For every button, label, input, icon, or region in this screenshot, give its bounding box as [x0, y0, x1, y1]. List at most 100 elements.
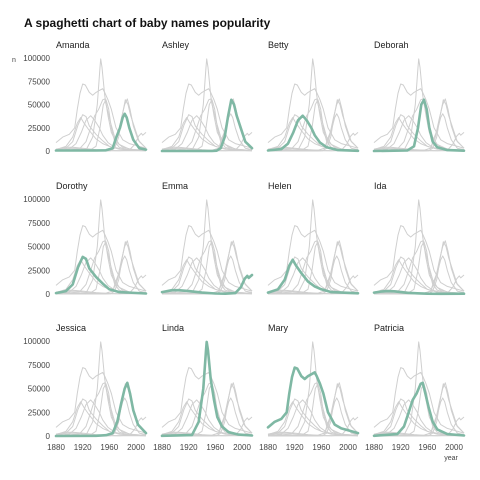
highlight-line-ida — [372, 289, 466, 296]
x-axis-title: year — [444, 455, 458, 462]
panel-helen: Helen — [266, 181, 360, 295]
facet-label-helen: Helen — [268, 181, 292, 191]
x-tick-label: 1880 — [153, 443, 171, 452]
x-tick-label: 2000 — [339, 443, 357, 452]
y-tick-label: 0 — [46, 147, 51, 156]
background-line-patricia — [267, 382, 359, 437]
x-tick-label: 1920 — [286, 443, 304, 452]
panel-deborah: Deborah — [372, 40, 466, 153]
facet-label-linda: Linda — [162, 323, 184, 333]
panel-patricia: Patricia 1880 1920 1960 2000 — [365, 323, 466, 452]
y-tick-label: 100000 — [23, 337, 50, 346]
background-line-mary — [373, 83, 465, 149]
highlight-line-jessica — [54, 381, 148, 438]
facet-label-patricia: Patricia — [374, 323, 404, 333]
panel-ashley: Ashley — [160, 40, 254, 153]
x-tick-label: 1960 — [206, 443, 224, 452]
y-tick-label: 25000 — [28, 124, 51, 133]
background-line-helen — [267, 117, 359, 151]
x-tick-label: 2000 — [127, 443, 145, 452]
facet-label-deborah: Deborah — [374, 40, 409, 50]
background-line-mary — [267, 225, 359, 292]
x-tick-label: 1960 — [100, 443, 118, 452]
background-line-deborah — [161, 241, 253, 295]
background-line-patricia — [161, 382, 253, 437]
y-tick-label: 50000 — [28, 101, 51, 110]
background-line-mary — [161, 225, 253, 292]
background-line-deborah — [267, 99, 359, 152]
panel-emma: Emma — [160, 181, 254, 295]
facet-label-amanda: Amanda — [56, 40, 90, 50]
background-line-ashley — [56, 99, 147, 152]
background-line-patricia — [267, 98, 359, 152]
x-tick-label: 1960 — [312, 443, 330, 452]
background-line-linda — [55, 58, 147, 152]
background-line-jessica — [267, 98, 359, 152]
x-tick-label: 1880 — [47, 443, 65, 452]
y-tick-label: 25000 — [28, 266, 51, 275]
background-line-patricia — [55, 98, 147, 152]
facet-label-ida: Ida — [374, 181, 387, 191]
background-line-linda — [267, 58, 359, 152]
background-line-helen — [161, 401, 253, 436]
background-line-helen — [373, 259, 465, 294]
highlight-line-amanda — [54, 112, 148, 152]
background-line-deborah — [267, 241, 359, 295]
background-line-linda — [373, 199, 465, 295]
y-tick-label: 75000 — [28, 219, 51, 228]
background-line-linda — [161, 58, 253, 152]
x-tick-label: 2000 — [233, 443, 251, 452]
panel-jessica: Jessica 0 25000 50000 75000 100000 1880 1920 196… — [23, 323, 148, 452]
facet-label-jessica: Jessica — [56, 323, 86, 333]
background-line-patricia — [161, 240, 253, 295]
y-tick-label: 0 — [46, 432, 51, 441]
highlight-line-dorothy — [54, 255, 148, 295]
panel-betty: Betty — [266, 40, 360, 153]
background-line-mary — [55, 367, 147, 434]
facet-label-mary: Mary — [268, 323, 288, 333]
y-tick-label: 0 — [46, 290, 51, 299]
background-line-deborah — [267, 383, 359, 437]
panel-dorothy: Dorothy 0 25000 50000 75000 100000 — [23, 181, 148, 299]
x-tick-label: 1920 — [74, 443, 92, 452]
background-line-jessica — [161, 382, 253, 437]
x-tick-label: 2000 — [445, 443, 463, 452]
background-line-jessica — [373, 240, 465, 295]
background-line-mary — [267, 83, 359, 149]
facet-label-ashley: Ashley — [162, 40, 190, 50]
background-line-mary — [161, 367, 253, 434]
y-tick-label: 75000 — [28, 361, 51, 370]
background-line-helen — [373, 401, 465, 436]
background-line-jessica — [267, 382, 359, 437]
background-line-deborah — [55, 241, 147, 295]
facet-label-emma: Emma — [162, 181, 188, 191]
y-tick-label: 100000 — [23, 54, 50, 63]
background-line-patricia — [267, 240, 359, 295]
chart-title: A spaghetti chart of baby names populari… — [24, 16, 271, 30]
highlight-line-ashley — [160, 98, 254, 153]
highlight-line-emma — [160, 273, 254, 295]
background-line-helen — [267, 401, 359, 436]
panel-ida: Ida — [372, 181, 466, 296]
highlight-line-linda — [160, 340, 254, 438]
highlight-line-helen — [266, 258, 360, 295]
background-line-jessica — [373, 382, 465, 437]
background-line-mary — [161, 83, 253, 149]
background-line-patricia — [55, 382, 147, 437]
background-line-deborah — [55, 383, 147, 437]
panel-linda: Linda 1880 1920 1960 2000 — [153, 323, 254, 452]
highlight-line-mary — [266, 366, 360, 435]
y-tick-label: 75000 — [28, 77, 51, 86]
background-line-jessica — [55, 240, 147, 295]
y-tick-label: 100000 — [23, 195, 50, 204]
panel-mary: Mary 1880 1920 1960 2000 — [259, 323, 360, 452]
background-line-deborah — [373, 383, 465, 437]
x-tick-label: 1960 — [418, 443, 436, 452]
highlight-line-betty — [266, 114, 360, 153]
background-line-linda — [161, 199, 253, 295]
background-line-helen — [161, 117, 253, 151]
background-line-helen — [373, 117, 465, 151]
x-tick-label: 1920 — [180, 443, 198, 452]
background-line-mary — [55, 83, 147, 149]
